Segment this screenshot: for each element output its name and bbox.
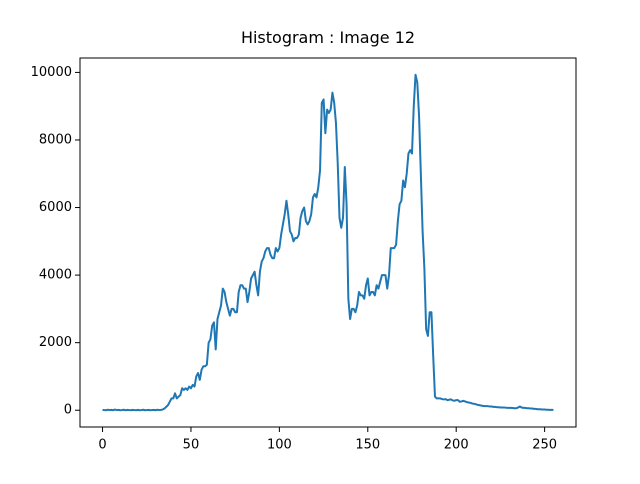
x-tick-label: 200 xyxy=(444,438,469,453)
axes-frame xyxy=(79,57,577,428)
y-tick-label: 10000 xyxy=(31,65,72,80)
x-tick-label: 50 xyxy=(183,438,200,453)
y-tick-label: 0 xyxy=(64,403,72,418)
chart-title: Histogram : Image 12 xyxy=(241,28,415,47)
x-tick-label: 250 xyxy=(532,438,557,453)
y-tick-label: 2000 xyxy=(39,335,72,350)
x-tick-label: 0 xyxy=(98,438,106,453)
x-tick-label: 150 xyxy=(355,438,380,453)
y-tick-label: 6000 xyxy=(39,200,72,215)
y-tick-label: 8000 xyxy=(39,132,72,147)
line xyxy=(102,73,554,412)
y-tick-label: 4000 xyxy=(39,268,72,283)
x-tick-label: 100 xyxy=(267,438,292,453)
